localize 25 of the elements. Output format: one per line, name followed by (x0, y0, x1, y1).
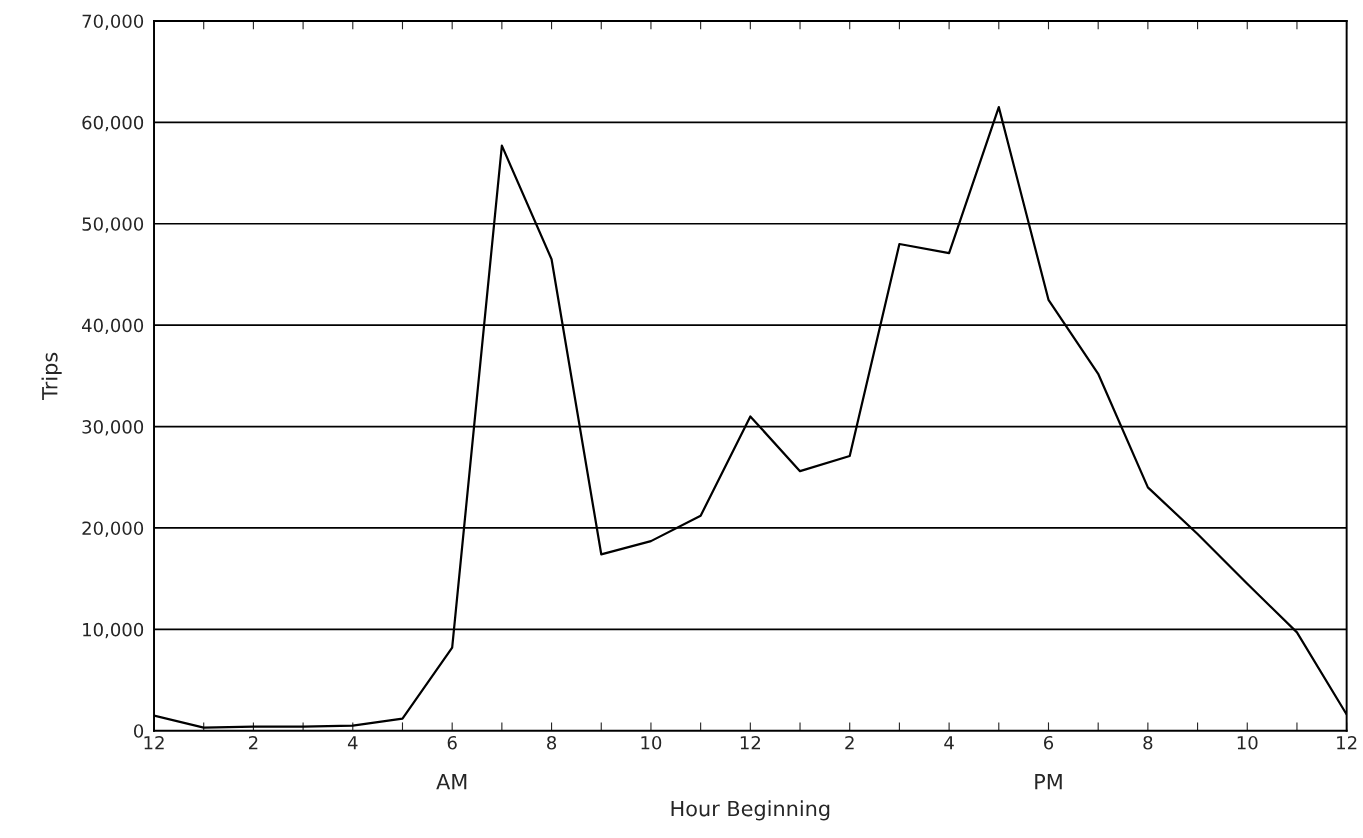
x-axis-title: Hour Beginning (671, 800, 830, 821)
x-tick-label: 10 (1237, 735, 1258, 750)
y-tick-label: 60,000 (82, 115, 144, 132)
y-axis-title: Trips (41, 352, 62, 400)
y-tick-label: 20,000 (82, 521, 144, 537)
x-tick-label: 4 (347, 736, 358, 750)
y-tick-label: 40,000 (82, 318, 144, 335)
x-tick-label: 8 (547, 735, 557, 750)
x-tick-label: 2 (845, 735, 854, 750)
y-tick-label: 70,000 (82, 14, 144, 30)
x-tick-label: 12 (144, 735, 164, 750)
text: AM (436, 774, 467, 790)
x-tick-label: 12 (740, 735, 761, 750)
y-tick-label: 50,000 (82, 217, 144, 233)
x-tick-label: 6 (1044, 735, 1054, 750)
x-tick-label: 8 (1143, 735, 1153, 750)
y-tick-label: 30,000 (82, 420, 144, 436)
text: PM (1035, 774, 1062, 790)
x-tick-label: 2 (248, 735, 258, 750)
x-tick-label: 4 (944, 736, 954, 750)
y-tick-label: 0 (134, 724, 144, 738)
y-tick-label: 10,000 (83, 622, 144, 639)
x-tick-label: 10 (641, 735, 662, 750)
x-tick-label: 12 (1337, 735, 1357, 750)
x-tick-label: 6 (447, 735, 457, 750)
